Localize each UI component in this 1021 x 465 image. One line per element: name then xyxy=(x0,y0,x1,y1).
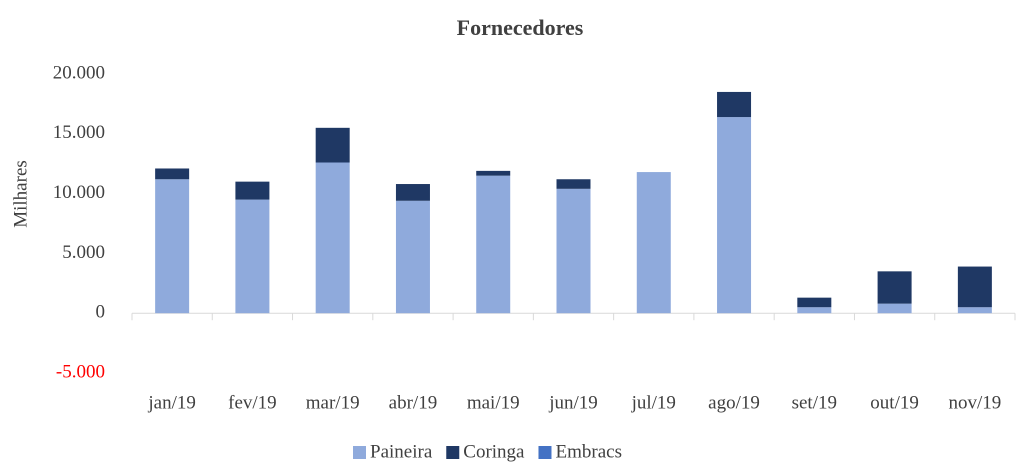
bar xyxy=(476,175,511,314)
bar xyxy=(315,162,350,314)
legend-label: Paineira xyxy=(370,441,433,462)
legend-label: Coringa xyxy=(463,441,525,462)
bar xyxy=(155,179,190,314)
bar xyxy=(395,184,430,201)
bar xyxy=(315,127,350,163)
bar xyxy=(877,271,912,304)
legend-swatch xyxy=(538,446,552,459)
bar xyxy=(235,199,270,314)
bar xyxy=(877,303,912,314)
bar xyxy=(797,307,832,314)
x-tick-label: nov/19 xyxy=(948,392,1001,413)
bar xyxy=(556,188,591,314)
x-tick-label: ago/19 xyxy=(708,392,760,413)
x-tick-label: set/19 xyxy=(792,392,837,413)
x-tick-label: mar/19 xyxy=(306,392,360,413)
x-tick-label: fev/19 xyxy=(228,392,277,413)
bar xyxy=(957,307,992,314)
bar xyxy=(556,179,591,189)
y-tick-label: 20.000 xyxy=(53,62,105,83)
x-tick-label: mai/19 xyxy=(467,392,520,413)
legend-swatch xyxy=(446,446,460,459)
x-tick-label: jul/19 xyxy=(631,392,676,413)
bar xyxy=(717,91,752,118)
bar xyxy=(476,170,511,176)
bar xyxy=(395,200,430,314)
bar xyxy=(155,168,190,180)
x-tick-label: out/19 xyxy=(870,392,919,413)
y-tick-label: 10.000 xyxy=(53,182,105,203)
y-tick-label: 15.000 xyxy=(53,122,105,143)
bar xyxy=(235,181,270,200)
y-axis-label: Milhares xyxy=(10,160,31,228)
y-tick-label: -5.000 xyxy=(56,361,105,382)
x-tick-label: abr/19 xyxy=(389,392,438,413)
bar xyxy=(957,266,992,308)
chart-title: Fornecedores xyxy=(457,15,584,40)
x-tick-label: jan/19 xyxy=(147,392,196,413)
y-tick-label: 5.000 xyxy=(62,242,105,263)
x-tick-label: jun/19 xyxy=(548,392,598,413)
bar xyxy=(636,172,671,314)
legend-label: Embracs xyxy=(555,441,621,462)
bar xyxy=(797,297,832,308)
y-tick-label: 0 xyxy=(96,302,106,323)
legend-swatch xyxy=(353,446,366,459)
bar xyxy=(717,117,752,314)
